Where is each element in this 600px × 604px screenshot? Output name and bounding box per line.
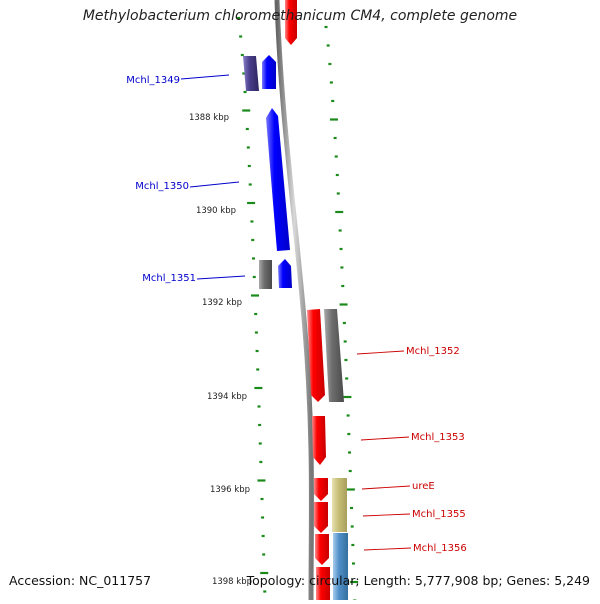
kbp-label: 1396 kbp	[210, 485, 250, 495]
gene-arrow-mchl-1355[interactable]	[314, 502, 328, 533]
gene-label-uree[interactable]: ureE	[412, 481, 435, 492]
gene-arrow-mchl-1351[interactable]	[278, 259, 292, 288]
cog-box	[333, 533, 348, 600]
gene-arrow-mchl-1356[interactable]	[315, 534, 329, 565]
gene-arrow-red[interactable]	[285, 0, 297, 45]
gene-arrow-mchl-1353[interactable]	[312, 416, 326, 465]
kbp-label: 1392 kbp	[202, 298, 242, 308]
gene-label-mchl-1352[interactable]: Mchl_1352	[406, 346, 460, 357]
gene-label-mchl-1350[interactable]: Mchl_1350	[135, 181, 189, 192]
kbp-labels: 1388 kbp 1390 kbp 1392 kbp 1394 kbp 1396…	[189, 113, 252, 587]
gene-label-mchl-1356[interactable]: Mchl_1356	[413, 543, 467, 554]
gene-arrow-mchl-1350[interactable]	[266, 108, 290, 251]
gene-label-mchl-1351[interactable]: Mchl_1351	[142, 273, 196, 284]
gene-arrow-uree[interactable]	[314, 478, 328, 501]
topology-label: Topology: circular; Length: 5,777,908 bp…	[246, 573, 590, 588]
label-lines	[180, 74, 412, 551]
cog-box	[332, 478, 347, 532]
kbp-label: 1390 kbp	[196, 206, 236, 216]
accession-label: Accession: NC_011757	[9, 573, 152, 588]
cog-box	[243, 56, 259, 91]
genome-backbone	[274, 0, 314, 601]
map-title: Methylobacterium chloromethanicum CM4, c…	[82, 8, 518, 24]
cog-box	[259, 260, 272, 289]
kbp-label: 1398 kbp	[212, 577, 252, 587]
kbp-label: 1394 kbp	[207, 392, 247, 402]
gene-label-mchl-1349[interactable]: Mchl_1349	[126, 75, 180, 86]
gene-arrow-mchl-1349[interactable]	[262, 55, 276, 89]
cog-box	[324, 309, 344, 402]
gene-label-mchl-1353[interactable]: Mchl_1353	[411, 432, 465, 443]
tick-marks	[237, 16, 359, 602]
gene-arrow-mchl-1352[interactable]	[307, 309, 325, 402]
gene-arrow-red[interactable]	[316, 567, 330, 600]
gene-label-mchl-1355[interactable]: Mchl_1355	[412, 509, 466, 520]
kbp-label: 1388 kbp	[189, 113, 229, 123]
